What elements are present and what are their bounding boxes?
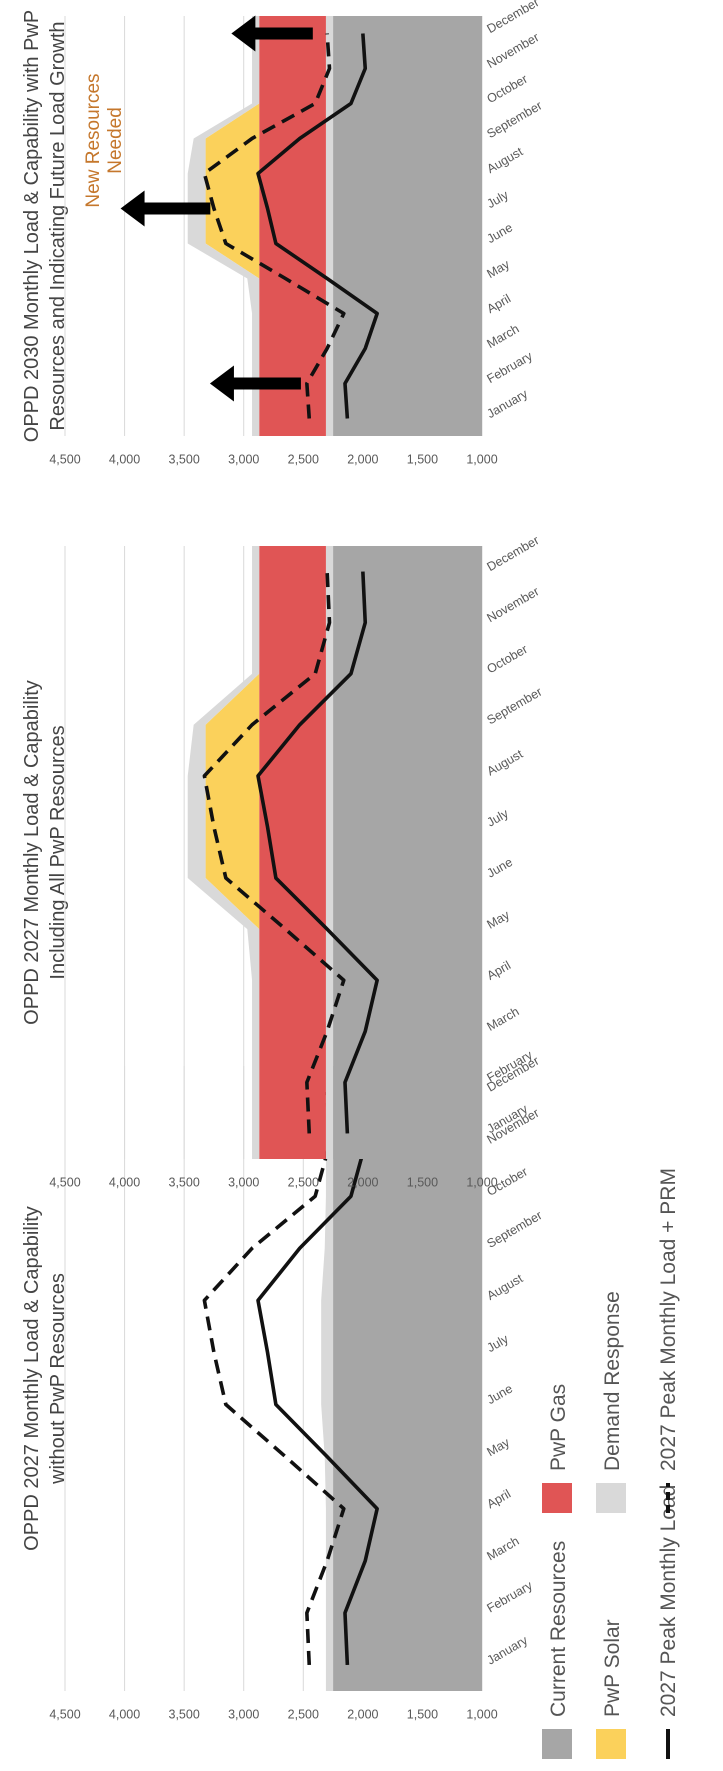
y-tick-label: 3,500 bbox=[169, 1175, 200, 1189]
y-tick-label: 2,000 bbox=[347, 452, 378, 466]
x-tick-june: June bbox=[485, 855, 516, 881]
legend-label-solar: PwP Solar bbox=[601, 1619, 624, 1717]
x-tick-november: November bbox=[485, 30, 542, 71]
y-tick-label: 2,500 bbox=[288, 1707, 319, 1721]
x-tick-august: August bbox=[485, 144, 526, 176]
chart-title: OPPD 2027 Monthly Load & Capability bbox=[21, 1206, 43, 1551]
annotation-text: Needed bbox=[105, 107, 126, 174]
arrow-head bbox=[120, 190, 145, 227]
x-tick-october: October bbox=[485, 72, 531, 106]
x-tick-september: September bbox=[485, 685, 545, 728]
x-tick-november: November bbox=[485, 584, 542, 625]
dr-area bbox=[325, 16, 334, 436]
x-tick-may: May bbox=[485, 907, 513, 931]
x-tick-january: January bbox=[485, 386, 531, 421]
x-tick-september: September bbox=[485, 1208, 545, 1251]
x-tick-july: July bbox=[485, 806, 512, 830]
legend-swatch-solar bbox=[596, 1729, 626, 1759]
legend: Current Resources PwP Solar 2027 Peak Mont… bbox=[542, 1168, 680, 1759]
chart-panel-2: OPPD 2027 Monthly Load & Capability Inclu… bbox=[21, 533, 544, 1189]
x-tick-december: December bbox=[485, 533, 542, 574]
peak-load-line bbox=[256, 33, 379, 419]
legend-label-peak: 2027 Peak Monthly Load bbox=[657, 1485, 680, 1717]
y-tick-label: 3,000 bbox=[228, 1175, 259, 1189]
x-tick-may: May bbox=[485, 257, 513, 281]
legend-swatch-gas bbox=[542, 1483, 572, 1513]
annotation-text: New Resources bbox=[83, 73, 104, 207]
y-tick-label: 3,500 bbox=[169, 452, 200, 466]
x-tick-april: April bbox=[485, 958, 514, 983]
y-tick-label: 2,000 bbox=[347, 1707, 378, 1721]
x-tick-april: April bbox=[485, 291, 514, 316]
chart-title: without PwP Resources bbox=[47, 1273, 69, 1485]
x-tick-june: June bbox=[485, 1381, 516, 1407]
y-tick-label: 1,000 bbox=[466, 1707, 497, 1721]
x-tick-january: January bbox=[485, 1633, 531, 1668]
legend-swatch-current bbox=[542, 1729, 572, 1759]
x-tick-april: April bbox=[485, 1487, 514, 1512]
peak-load-prm-line bbox=[202, 571, 346, 1134]
y-tick-label: 1,500 bbox=[407, 1707, 438, 1721]
peak-load-line bbox=[256, 571, 379, 1134]
legend-label-dr: Demand Response bbox=[601, 1291, 624, 1471]
y-tick-label: 4,500 bbox=[49, 452, 80, 466]
y-tick-label: 4,500 bbox=[49, 1707, 80, 1721]
x-tick-august: August bbox=[485, 1271, 526, 1303]
solar-area bbox=[205, 546, 260, 1159]
dr-area bbox=[325, 546, 334, 1159]
solar-area bbox=[205, 16, 260, 436]
x-tick-july: July bbox=[485, 187, 512, 211]
x-tick-march: March bbox=[485, 1534, 522, 1564]
x-tick-march: March bbox=[485, 322, 522, 352]
y-tick-label: 2,500 bbox=[288, 1175, 319, 1189]
gas-area bbox=[259, 16, 326, 436]
arrow-head bbox=[231, 15, 256, 52]
x-tick-february: February bbox=[485, 349, 536, 387]
dr-area bbox=[321, 1066, 334, 1691]
y-tick-label: 4,500 bbox=[49, 1175, 80, 1189]
chart-title: OPPD 2027 Monthly Load & Capability bbox=[21, 680, 43, 1025]
x-tick-may: May bbox=[485, 1435, 513, 1459]
peak-load-line bbox=[256, 1091, 379, 1666]
y-tick-label: 1,500 bbox=[407, 1175, 438, 1189]
x-tick-february: February bbox=[485, 1578, 536, 1616]
y-tick-label: 1,000 bbox=[466, 452, 497, 466]
y-tick-label: 4,000 bbox=[109, 452, 140, 466]
x-tick-june: June bbox=[485, 220, 516, 246]
arrow-head bbox=[209, 365, 234, 402]
y-tick-label: 4,000 bbox=[109, 1707, 140, 1721]
x-tick-july: July bbox=[485, 1331, 512, 1355]
chart-title: OPPD 2030 Monthly Load & Capability with… bbox=[21, 10, 43, 442]
current-area bbox=[333, 546, 482, 1159]
y-tick-label: 3,500 bbox=[169, 1707, 200, 1721]
legend-label-gas: PwP Gas bbox=[547, 1384, 570, 1471]
peak-load-prm-line bbox=[202, 1091, 346, 1666]
y-tick-label: 4,000 bbox=[109, 1175, 140, 1189]
gas-area bbox=[259, 546, 326, 1159]
legend-swatch-dr bbox=[596, 1483, 626, 1513]
chart-panel-3: OPPD 2030 Monthly Load & Capability with… bbox=[21, 0, 544, 466]
peak-load-prm-line bbox=[202, 33, 346, 419]
y-tick-label: 1,000 bbox=[466, 1175, 497, 1189]
y-tick-label: 1,500 bbox=[407, 452, 438, 466]
legend-label-peak_prm: 2027 Peak Monthly Load + PRM bbox=[657, 1168, 680, 1471]
x-tick-october: October bbox=[485, 642, 531, 676]
y-tick-label: 2,000 bbox=[347, 1175, 378, 1189]
y-tick-label: 2,500 bbox=[288, 452, 319, 466]
x-tick-march: March bbox=[485, 1004, 522, 1034]
current-area bbox=[333, 16, 482, 436]
x-tick-august: August bbox=[485, 747, 526, 779]
y-tick-label: 3,000 bbox=[228, 452, 259, 466]
dr-area bbox=[187, 546, 260, 1159]
y-tick-label: 3,000 bbox=[228, 1707, 259, 1721]
legend-label-current: Current Resources bbox=[547, 1541, 570, 1717]
current-area bbox=[333, 1066, 482, 1691]
chart-title: Including All PwP Resources bbox=[47, 725, 69, 979]
dr-area bbox=[187, 16, 260, 436]
chart-title: Resources and Indicating Future Load Gro… bbox=[47, 21, 69, 430]
